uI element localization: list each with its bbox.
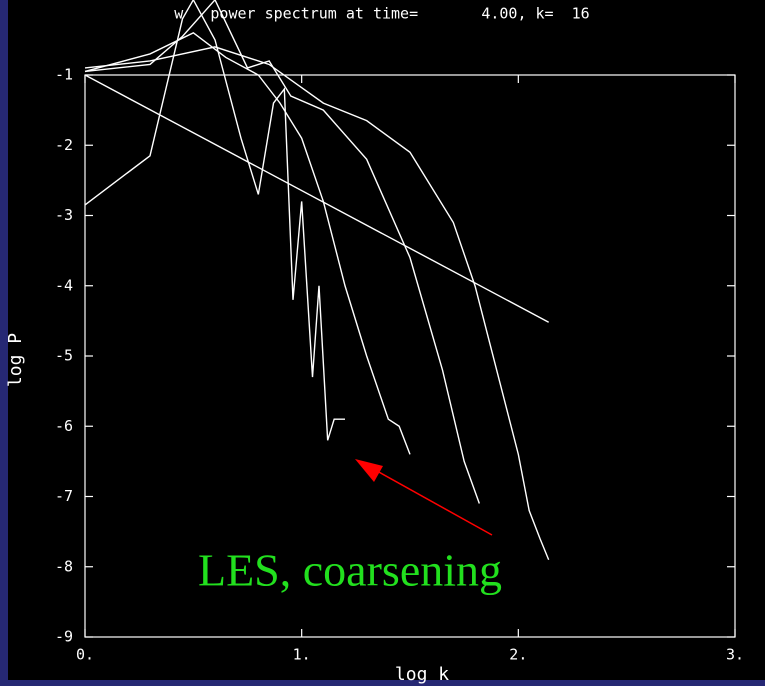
y-axis-label: log P xyxy=(5,333,26,387)
x-tick-label: 3. xyxy=(726,646,744,664)
y-tick-label: -8 xyxy=(55,557,73,575)
annotation-arrowhead xyxy=(355,459,383,482)
series-line xyxy=(84,0,345,441)
y-tick-label: -3 xyxy=(55,206,73,224)
series-group xyxy=(84,0,550,560)
series-line xyxy=(84,46,550,560)
x-tick-label: 2. xyxy=(509,646,527,664)
y-tick-label: -7 xyxy=(55,487,73,505)
series-line xyxy=(84,74,549,323)
y-tick-label: -1 xyxy=(55,66,73,84)
x-tick-label: 1. xyxy=(293,646,311,664)
y-tick-label: -5 xyxy=(55,347,73,365)
y-tick-label: -2 xyxy=(55,136,73,154)
annotation-arrow xyxy=(367,465,493,536)
series-line xyxy=(84,32,411,455)
series-line xyxy=(84,0,480,504)
x-axis-label: log k xyxy=(395,664,449,685)
y-tick-label: -6 xyxy=(55,417,73,435)
annotation: LES, coarsening xyxy=(198,545,502,596)
y-tick-label: -4 xyxy=(55,276,73,294)
chart-title: w power spectrum at time= 4.00, k= 16 xyxy=(174,5,589,23)
x-tick-label: 0. xyxy=(76,646,94,664)
y-tick-label: -9 xyxy=(55,628,73,646)
plot-background xyxy=(8,0,765,680)
